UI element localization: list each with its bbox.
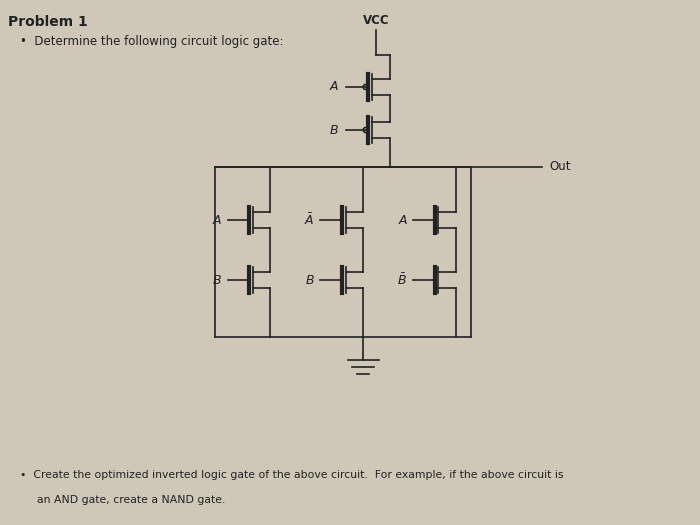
Text: B: B [329,123,338,136]
Text: •  Determine the following circuit logic gate:: • Determine the following circuit logic … [20,35,283,48]
Text: $\bar{B}$: $\bar{B}$ [398,272,407,288]
Text: an AND gate, create a NAND gate.: an AND gate, create a NAND gate. [37,495,225,505]
Text: A: A [329,80,338,93]
Text: $\bar{A}$: $\bar{A}$ [304,212,314,228]
Text: Out: Out [550,161,571,173]
Text: VCC: VCC [363,14,389,27]
Text: B: B [213,274,222,287]
Text: A: A [213,214,222,226]
Text: •  Create the optimized inverted logic gate of the above circuit.  For example, : • Create the optimized inverted logic ga… [20,470,563,480]
Text: A: A [399,214,407,226]
Text: Problem 1: Problem 1 [8,15,88,29]
Text: B: B [306,274,314,287]
